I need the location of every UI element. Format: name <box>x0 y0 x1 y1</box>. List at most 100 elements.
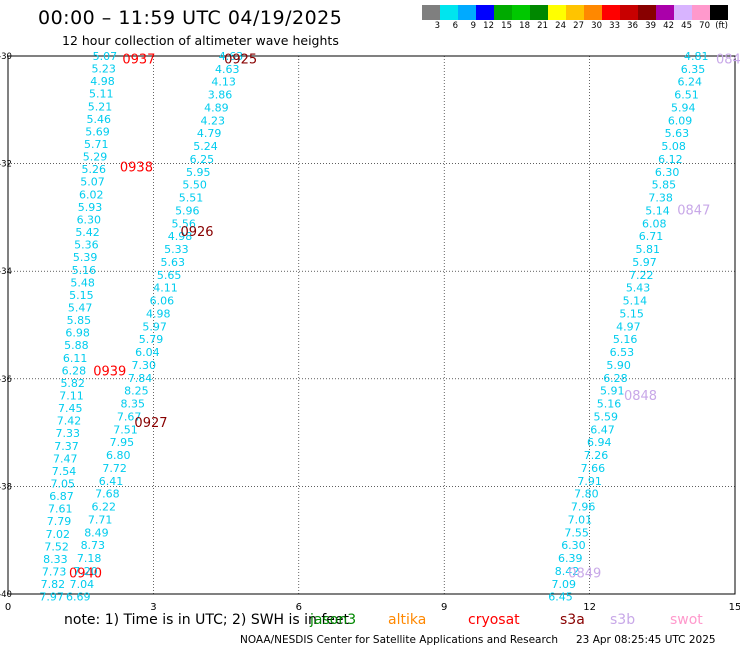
wave-height-value: 6.71 <box>639 230 664 243</box>
wave-height-value: 6.80 <box>106 449 131 462</box>
color-swatch <box>548 5 566 20</box>
pass-time-label: 0939 <box>93 365 126 380</box>
wave-height-value: 4.11 <box>153 282 178 295</box>
wave-height-value: 6.69 <box>66 591 91 604</box>
wave-height-value: 6.06 <box>150 295 175 308</box>
footer-org: NOAA/NESDIS Center for Satellite Applica… <box>240 634 558 646</box>
wave-height-value: 7.18 <box>77 552 102 565</box>
wave-height-value: 7.68 <box>95 488 120 501</box>
x-tick-label: 6 <box>296 602 302 613</box>
wave-height-value: 5.51 <box>179 192 204 205</box>
wave-height-value: 4.98 <box>168 230 193 243</box>
color-swatch <box>584 5 602 20</box>
wave-height-value: 7.11 <box>59 390 84 403</box>
color-swatch <box>566 5 584 20</box>
color-swatch <box>674 5 692 20</box>
legend-item-swot: swot <box>670 612 703 628</box>
wave-height-value: 7.72 <box>102 462 127 475</box>
satellite-legend: jason3 altika cryosat s3a s3b swot <box>0 612 740 630</box>
wave-height-value: 7.66 <box>581 462 606 475</box>
wave-height-value: 5.43 <box>626 282 651 295</box>
wave-height-value: 6.12 <box>658 153 683 166</box>
legend-item-cryosat: cryosat <box>468 612 520 628</box>
wave-height-value: 8.49 <box>84 526 109 539</box>
color-scale-label: 33 <box>609 21 620 31</box>
wave-height-value: 7.30 <box>131 359 156 372</box>
wave-height-value: 4.89 <box>204 101 229 114</box>
wave-height-value: 5.21 <box>88 100 113 113</box>
wave-height-value: 4.13 <box>211 76 236 89</box>
x-tick-label: 12 <box>583 602 596 613</box>
pass-time-label: 0847 <box>677 203 710 218</box>
wave-height-value: 8.42 <box>555 565 580 578</box>
wave-height-value: 5.42 <box>75 226 100 239</box>
wave-height-value: 5.69 <box>85 125 110 138</box>
plot-frame <box>7 55 736 595</box>
color-scale-label: 21 <box>537 21 548 31</box>
y-tick-label: -32 <box>0 160 12 170</box>
color-swatch <box>638 5 656 20</box>
wave-height-value: 4.63 <box>215 63 240 76</box>
wave-height-value: 5.16 <box>597 398 622 411</box>
color-swatch <box>710 5 728 20</box>
wave-height-value: 5.56 <box>171 217 196 230</box>
x-tick-label: 9 <box>441 602 447 613</box>
y-tick-label: -30 <box>0 52 12 62</box>
pass-time-label: 0846 <box>716 53 740 68</box>
wave-height-value: 6.02 <box>79 188 104 201</box>
wave-height-value: 7.54 <box>52 465 77 478</box>
wave-height-value: 6.53 <box>610 346 635 359</box>
wave-height-value: 7.20 <box>73 565 98 578</box>
color-swatch <box>476 5 494 20</box>
wave-height-value: 5.79 <box>139 333 164 346</box>
wave-height-value: 7.51 <box>113 423 138 436</box>
wave-height-value: 6.04 <box>135 346 160 359</box>
y-tick-label: -38 <box>0 482 12 492</box>
units-note: note: 1) Time is in UTC; 2) SWH is in fe… <box>64 612 350 628</box>
wave-height-value: 8.73 <box>81 539 106 552</box>
wave-height-value: 7.67 <box>117 410 142 423</box>
wave-height-value: 7.82 <box>41 578 66 591</box>
wave-height-value: 7.38 <box>648 192 673 205</box>
color-swatch <box>494 5 512 20</box>
wave-height-value: 5.16 <box>613 333 638 346</box>
wave-height-value: 4.79 <box>197 127 222 140</box>
wave-height-value: 7.96 <box>571 501 596 514</box>
wave-height-value: 5.63 <box>161 256 186 269</box>
wave-height-value: 5.97 <box>142 320 167 333</box>
page-subtitle: 12 hour collection of altimeter wave hei… <box>62 33 339 48</box>
color-scale-label: 70 <box>699 21 710 31</box>
wave-height-value: 5.26 <box>82 163 107 176</box>
wave-height-value: 6.28 <box>62 364 87 377</box>
wave-height-value: 7.97 <box>39 591 64 604</box>
color-scale-label: 12 <box>483 21 494 31</box>
wave-height-value: 7.09 <box>552 578 577 591</box>
wave-height-value: 7.47 <box>53 452 78 465</box>
pass-time-label: 0937 <box>122 53 155 68</box>
legend-item-jason3: jason3 <box>310 612 357 628</box>
pass-time-label: 0940 <box>69 566 102 581</box>
wave-height-value: 3.86 <box>208 89 233 102</box>
wave-height-value: 5.07 <box>80 176 105 189</box>
wave-height-value: 5.29 <box>83 151 108 164</box>
page-title: 00:00 – 11:59 UTC 04/19/2025 <box>38 7 343 29</box>
color-scale-label: 42 <box>663 21 674 31</box>
wave-height-value: 4.98 <box>90 75 115 88</box>
color-swatch <box>458 5 476 20</box>
wave-height-value: 7.02 <box>46 528 71 541</box>
wave-height-value: 5.16 <box>72 264 97 277</box>
y-tick-label: -40 <box>0 590 12 600</box>
wave-height-value: 5.95 <box>186 166 211 179</box>
color-swatch <box>530 5 548 20</box>
wave-height-value: 7.80 <box>574 488 599 501</box>
wave-height-value: 6.35 <box>681 63 706 76</box>
wave-height-value: 7.91 <box>577 475 602 488</box>
wave-height-value: 7.42 <box>57 415 82 428</box>
pass-time-label: 0848 <box>624 389 657 404</box>
wave-height-value: 5.96 <box>175 204 200 217</box>
color-scale-label: 45 <box>681 21 692 31</box>
wave-height-value: 5.39 <box>73 251 98 264</box>
wave-height-value: 8.25 <box>124 385 149 398</box>
footer-timestamp: 23 Apr 08:25:45 UTC 2025 <box>576 634 716 646</box>
